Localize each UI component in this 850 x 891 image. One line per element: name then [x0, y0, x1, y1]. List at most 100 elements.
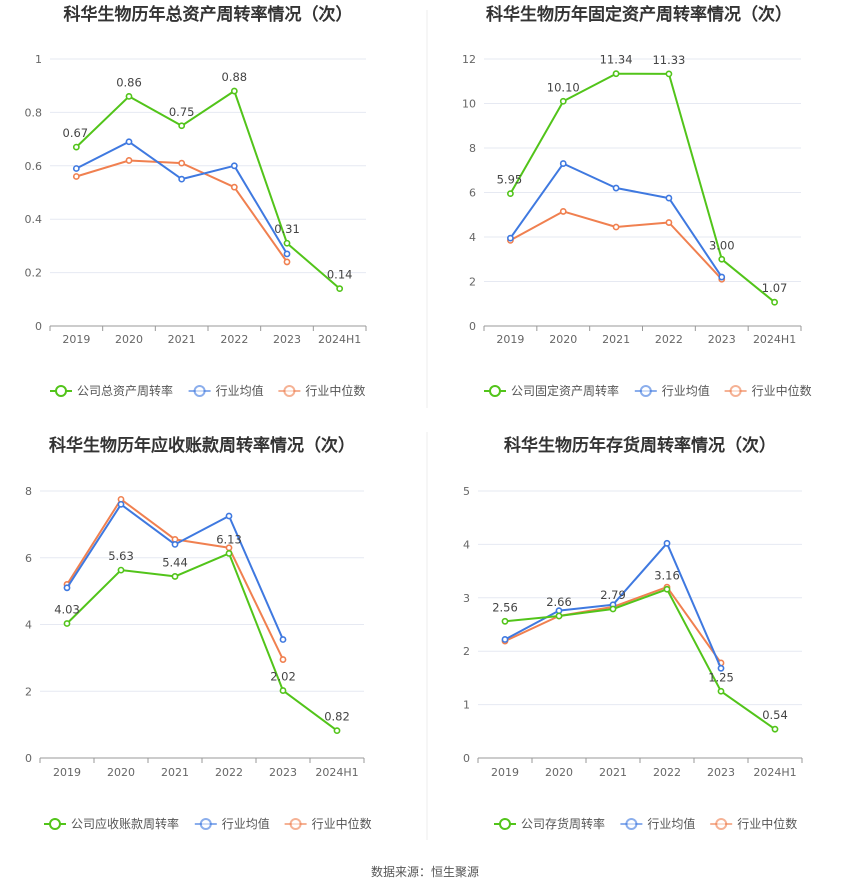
x-tick-label: 2019	[491, 766, 519, 779]
data-point	[72, 143, 80, 151]
data-label: 10.10	[547, 80, 580, 94]
data-point	[333, 727, 341, 735]
data-label: 0.31	[274, 222, 300, 236]
chart-title: 科华生物历年固定资产周转率情况（次）	[486, 4, 792, 25]
legend-marker	[283, 385, 296, 397]
series-line-1	[66, 552, 338, 732]
data-point	[771, 298, 778, 306]
x-tick-label: 2021	[168, 333, 196, 346]
chart-panel-3: 科华生物历年应收账款周转率情况（次） 0 2 4 6 8 2019 2020 2021 2022 2…	[25, 435, 372, 831]
data-point	[63, 620, 71, 627]
legend-item-2: 行业均值	[620, 816, 695, 831]
chart-title: 科华生物历年总资产周转率情况（次）	[64, 4, 353, 25]
y-tick-label: 10	[462, 98, 476, 111]
data-point	[501, 636, 509, 643]
y-tick-label: 0	[463, 752, 470, 765]
legend-item-3: 行业中位数	[724, 383, 812, 398]
data-point	[665, 194, 673, 202]
data-point	[225, 512, 233, 520]
series-line-1	[504, 588, 776, 731]
legend-label: 行业中位数	[737, 816, 797, 831]
data-point	[125, 157, 133, 164]
data-label: 0.88	[222, 70, 248, 84]
data-point	[125, 138, 133, 146]
x-tick-label: 2020	[115, 333, 143, 346]
data-label: 11.33	[652, 53, 685, 67]
data-label: 0.67	[63, 126, 89, 140]
data-point	[117, 566, 125, 574]
data-point	[72, 165, 80, 172]
x-tick-label: 2019	[53, 766, 81, 779]
x-tick-label: 2024H1	[753, 333, 796, 346]
data-point	[718, 273, 726, 281]
x-tick-label: 2019	[496, 333, 524, 346]
data-label: 0.82	[324, 710, 350, 724]
y-tick-label: 2	[469, 276, 476, 289]
y-tick-label: 4	[463, 538, 470, 551]
data-point	[718, 255, 726, 263]
y-tick-label: 5	[463, 485, 470, 498]
data-point	[507, 234, 514, 242]
data-label: 0.75	[169, 105, 195, 119]
x-tick-label: 2024H1	[318, 333, 361, 346]
data-point	[663, 585, 671, 593]
y-tick-label: 0.8	[25, 106, 43, 119]
legend-marker	[715, 818, 728, 830]
legend-label: 行业均值	[662, 383, 710, 398]
data-label: 5.44	[162, 555, 188, 569]
series-line-1	[509, 72, 776, 303]
legend-label: 行业中位数	[752, 383, 812, 398]
data-point	[665, 70, 673, 78]
data-label: 1.25	[708, 670, 734, 684]
data-label: 4.03	[54, 602, 80, 616]
x-tick-label: 2021	[602, 333, 630, 346]
data-point	[230, 87, 238, 95]
y-tick-label: 0	[35, 320, 42, 333]
x-tick-label: 2020	[107, 766, 135, 779]
data-label: 3.00	[709, 238, 735, 252]
data-label: 2.02	[270, 670, 296, 684]
series-line-2	[509, 162, 723, 278]
x-tick-label: 2023	[708, 333, 736, 346]
data-point	[283, 239, 291, 247]
data-point	[336, 285, 344, 293]
legend-marker	[199, 818, 212, 830]
x-tick-label: 2021	[599, 766, 627, 779]
data-label: 2.56	[492, 600, 518, 614]
data-label: 6.13	[216, 532, 242, 546]
series-line-2	[66, 503, 284, 640]
x-tick-label: 2024H1	[315, 766, 358, 779]
legend-marker	[499, 818, 511, 830]
data-point	[612, 184, 620, 192]
legend-label: 行业中位数	[305, 383, 365, 398]
y-tick-label: 6	[469, 187, 476, 200]
series-line-3	[76, 159, 288, 263]
data-point	[279, 636, 287, 643]
legend-item-2: 行业均值	[194, 816, 270, 831]
data-point	[559, 208, 567, 215]
chart-title: 科华生物历年应收账款周转率情况（次）	[49, 435, 355, 456]
legend-marker	[489, 385, 501, 397]
data-point	[559, 160, 567, 167]
x-tick-label: 2020	[549, 333, 577, 346]
series-line-3	[509, 210, 723, 280]
x-tick-label: 2022	[655, 333, 683, 346]
data-point	[171, 573, 179, 580]
x-tick-label: 2022	[215, 766, 243, 779]
legend-marker	[625, 818, 638, 830]
y-tick-label: 8	[25, 485, 32, 498]
x-tick-label: 2024H1	[753, 766, 796, 779]
data-point	[507, 190, 514, 198]
data-point	[665, 219, 673, 226]
data-point	[63, 584, 71, 592]
data-point	[283, 250, 291, 258]
legend-item-1: 公司存货周转率	[494, 816, 605, 831]
x-tick-label: 2022	[220, 333, 248, 346]
data-point	[72, 173, 80, 180]
legend-label: 公司总资产周转率	[77, 383, 173, 398]
data-point	[717, 687, 725, 695]
x-tick-label: 2022	[653, 766, 681, 779]
x-tick-label: 2019	[62, 333, 90, 346]
data-label: 11.34	[600, 53, 633, 67]
x-tick-label: 2021	[161, 766, 189, 779]
